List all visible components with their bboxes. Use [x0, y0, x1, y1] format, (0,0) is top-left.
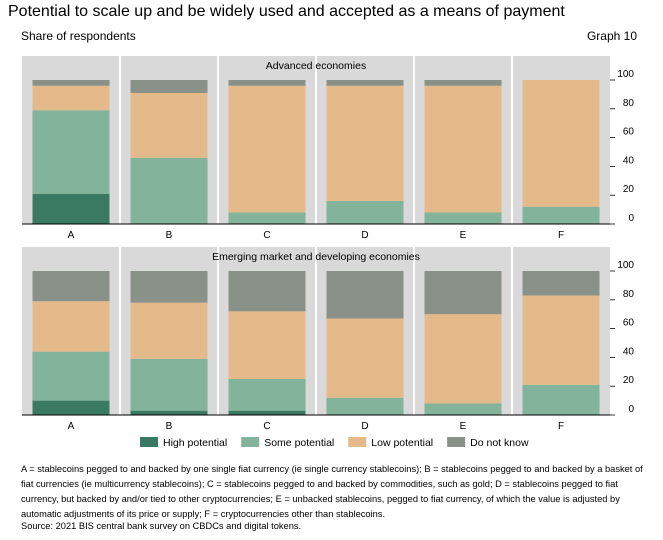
bar-d-do-not-know — [326, 80, 404, 86]
chart-title: Potential to scale up and be widely used… — [8, 3, 565, 20]
bar-e-low-potential — [424, 85, 502, 213]
bar-a-do-not-know — [32, 80, 110, 86]
bar-c-do-not-know — [228, 271, 306, 312]
bar-a-do-not-know — [32, 271, 110, 302]
legend-swatch-low-potential — [348, 437, 367, 447]
y-tick-label: 20 — [623, 184, 635, 195]
bar-b-do-not-know — [130, 80, 208, 93]
x-tick-label: F — [558, 421, 564, 432]
legend-swatch-some-potential — [241, 437, 260, 447]
bar-a-low-potential — [32, 301, 110, 352]
bar-b-low-potential — [130, 302, 208, 359]
bar-e-some-potential — [424, 403, 502, 415]
x-tick-label: D — [361, 421, 368, 432]
y-tick-label: 100 — [617, 69, 634, 80]
legend-label-some-potential: Some potential — [264, 437, 334, 449]
bar-e-do-not-know — [424, 271, 502, 315]
graph-number: Graph 10 — [586, 29, 637, 43]
y-tick-label: 60 — [623, 127, 635, 138]
bar-f-some-potential — [522, 206, 600, 224]
x-tick-label: E — [460, 230, 467, 241]
y-tick-label: 80 — [623, 289, 635, 300]
bar-b-some-potential — [130, 358, 208, 411]
stacked-bar-chart: Advanced economies A B C D E F 0 20 40 60 80 100 Emer… — [22, 56, 635, 449]
bar-c-some-potential — [228, 379, 306, 411]
bar-d-low-potential — [326, 318, 404, 398]
bar-d-some-potential — [326, 200, 404, 224]
y-tick-label: 0 — [628, 404, 634, 415]
bar-e-low-potential — [424, 314, 502, 404]
source-note: Source: 2021 BIS central bank survey on … — [21, 521, 302, 531]
bar-a-some-potential — [32, 110, 110, 194]
x-tick-label: A — [68, 421, 75, 432]
panel-title: Advanced economies — [266, 60, 366, 72]
bar-c-high-potential — [228, 410, 306, 415]
bar-c-low-potential — [228, 85, 306, 213]
y-tick-label: 20 — [623, 375, 635, 386]
legend-label-low-potential: Low potential — [371, 437, 433, 449]
legend-swatch-high-potential — [140, 437, 158, 447]
y-tick-label: 100 — [617, 260, 634, 271]
x-tick-label: C — [263, 421, 270, 432]
bar-a-high-potential — [32, 193, 110, 224]
bar-f-low-potential — [522, 295, 600, 385]
x-tick-label: C — [263, 230, 270, 241]
x-tick-label: D — [361, 230, 368, 241]
bar-f-low-potential — [522, 80, 600, 207]
bar-b-some-potential — [130, 157, 208, 224]
bar-d-low-potential — [326, 85, 404, 201]
bar-c-some-potential — [228, 212, 306, 224]
bar-d-some-potential — [326, 397, 404, 415]
bar-c-low-potential — [228, 311, 306, 379]
y-tick-label: 40 — [623, 155, 635, 166]
x-tick-label: A — [68, 230, 75, 241]
bar-a-low-potential — [32, 85, 110, 111]
x-tick-label: F — [558, 230, 564, 241]
panel-title: Emerging market and developing economies — [212, 251, 420, 263]
y-tick-label: 0 — [628, 213, 634, 224]
bar-e-do-not-know — [424, 80, 502, 86]
bar-a-some-potential — [32, 351, 110, 401]
y-tick-label: 80 — [623, 98, 635, 109]
bar-d-do-not-know — [326, 271, 404, 319]
y-tick-label: 60 — [623, 318, 635, 329]
bar-f-some-potential — [522, 384, 600, 415]
bar-b-low-potential — [130, 92, 208, 158]
y-tick-label: 40 — [623, 346, 635, 357]
legend-swatch-do-not-know — [447, 437, 466, 447]
bar-f-do-not-know — [522, 271, 600, 296]
chart-subtitle: Share of respondents — [21, 29, 136, 43]
bar-a-high-potential — [32, 400, 110, 415]
x-tick-label: B — [166, 421, 173, 432]
legend-label-high-potential: High potential — [163, 437, 227, 449]
bar-b-do-not-know — [130, 271, 208, 303]
bar-e-some-potential — [424, 212, 502, 224]
bar-c-do-not-know — [228, 80, 306, 86]
x-tick-label: B — [166, 230, 173, 241]
bar-b-high-potential — [130, 410, 208, 415]
legend-label-do-not-know: Do not know — [470, 437, 529, 449]
x-tick-label: E — [460, 421, 467, 432]
footnote: A = stablecoins pegged to and backed by … — [21, 464, 643, 519]
